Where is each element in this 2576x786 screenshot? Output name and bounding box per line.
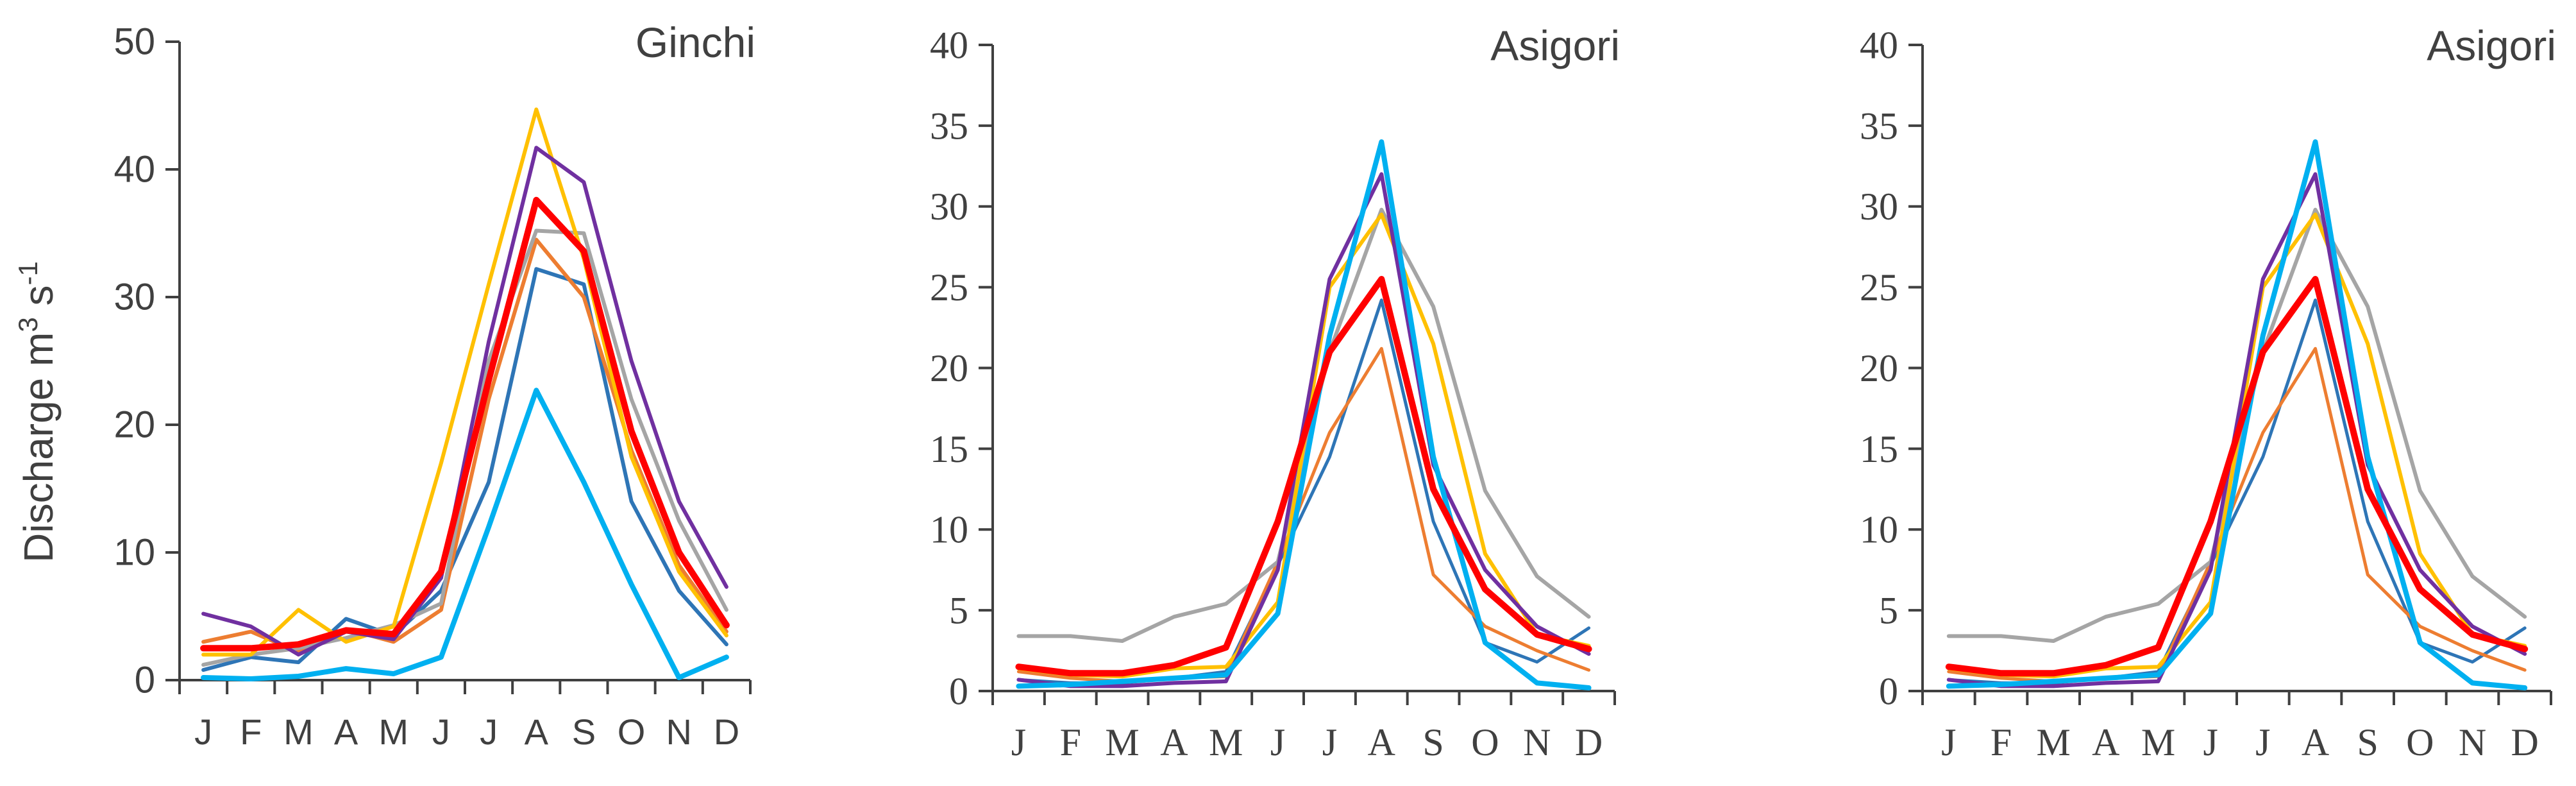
- x-tick-label: A: [2092, 721, 2119, 764]
- x-tick-label: J: [2255, 721, 2270, 764]
- y-tick-label: 15: [930, 428, 968, 470]
- x-tick-label: J: [432, 712, 450, 752]
- series-line-5: [1946, 172, 2527, 688]
- x-tick-label: A: [334, 712, 358, 752]
- series-line-4: [201, 107, 728, 657]
- series-line-3: [1016, 207, 1591, 643]
- series-line-6: [1946, 139, 2528, 690]
- x-tick-label: D: [2511, 721, 2538, 764]
- series-line-7: [200, 196, 730, 652]
- x-tick-label: J: [194, 712, 212, 752]
- x-tick-label: F: [1991, 721, 2012, 764]
- chart-title: Ginchi: [636, 19, 755, 66]
- y-tick-label: 20: [1860, 347, 1898, 389]
- y-tick-label: 40: [1860, 24, 1898, 66]
- x-tick-label: O: [2406, 721, 2434, 764]
- series-line-3: [1946, 207, 2527, 643]
- x-tick-label: A: [1160, 721, 1188, 764]
- x-tick-label: A: [525, 712, 549, 752]
- y-tick-label: 40: [114, 149, 155, 191]
- x-tick-label: S: [1422, 721, 1444, 764]
- x-tick-label: N: [1523, 721, 1551, 764]
- x-tick-label: O: [618, 712, 646, 752]
- x-tick-label: N: [2459, 721, 2486, 764]
- y-tick-label: 20: [930, 347, 968, 389]
- x-tick-label: J: [1011, 721, 1026, 764]
- series-line-5: [201, 146, 728, 657]
- series-line-6: [201, 388, 729, 681]
- x-tick-label: M: [283, 712, 314, 752]
- y-tick-label: 5: [1879, 590, 1898, 632]
- y-tick-label: 30: [114, 277, 155, 318]
- x-tick-label: D: [1575, 721, 1603, 764]
- x-tick-label: M: [378, 712, 408, 752]
- y-tick-label: 10: [114, 532, 155, 574]
- y-tick-label: 10: [930, 509, 968, 551]
- series-line-2: [1016, 346, 1591, 683]
- y-tick-label: 30: [930, 185, 968, 228]
- x-tick-label: J: [1941, 721, 1956, 764]
- y-tick-label: 50: [114, 21, 155, 63]
- y-tick-label: 0: [949, 670, 968, 712]
- y-tick-label: 15: [1860, 428, 1898, 470]
- x-tick-label: M: [2036, 721, 2070, 764]
- series-line-7: [1015, 276, 1592, 677]
- series-line-5: [1016, 172, 1591, 688]
- y-axis-label: Discharge m3 s-1: [13, 261, 62, 563]
- x-tick-label: A: [1368, 721, 1395, 764]
- y-tick-label: 35: [1860, 105, 1898, 147]
- x-tick-label: J: [1322, 721, 1337, 764]
- y-tick-label: 25: [1860, 266, 1898, 309]
- y-tick-label: 0: [1879, 670, 1898, 712]
- series-line-6: [1016, 139, 1592, 690]
- y-tick-label: 30: [1860, 185, 1898, 228]
- y-tick-label: 35: [930, 105, 968, 147]
- series-line-1: [201, 267, 728, 672]
- x-tick-label: S: [572, 712, 596, 752]
- y-tick-label: 5: [949, 590, 968, 632]
- chart-title: Asigori: [2427, 22, 2556, 69]
- y-tick-label: 10: [1860, 509, 1898, 551]
- y-tick-label: 0: [135, 660, 155, 701]
- series-line-3: [201, 228, 728, 667]
- x-tick-label: O: [1471, 721, 1499, 764]
- chart-title: Asigori: [1490, 22, 1620, 69]
- x-tick-label: A: [2302, 721, 2329, 764]
- y-tick-label: 40: [930, 24, 968, 66]
- x-tick-label: J: [1270, 721, 1285, 764]
- x-tick-label: M: [1209, 721, 1243, 764]
- x-tick-label: M: [1105, 721, 1139, 764]
- series-line-1: [1947, 298, 2527, 685]
- series-line-1: [1016, 298, 1591, 685]
- x-tick-label: J: [2203, 721, 2218, 764]
- y-tick-label: 20: [114, 404, 155, 446]
- x-tick-label: N: [666, 712, 692, 752]
- series-line-2: [1947, 346, 2527, 683]
- x-tick-label: S: [2357, 721, 2378, 764]
- series-line-7: [1945, 276, 2529, 677]
- y-tick-label: 25: [930, 266, 968, 309]
- x-tick-label: F: [240, 712, 262, 752]
- x-tick-label: J: [480, 712, 498, 752]
- x-tick-label: F: [1060, 721, 1081, 764]
- x-tick-label: M: [2141, 721, 2175, 764]
- x-tick-label: D: [714, 712, 739, 752]
